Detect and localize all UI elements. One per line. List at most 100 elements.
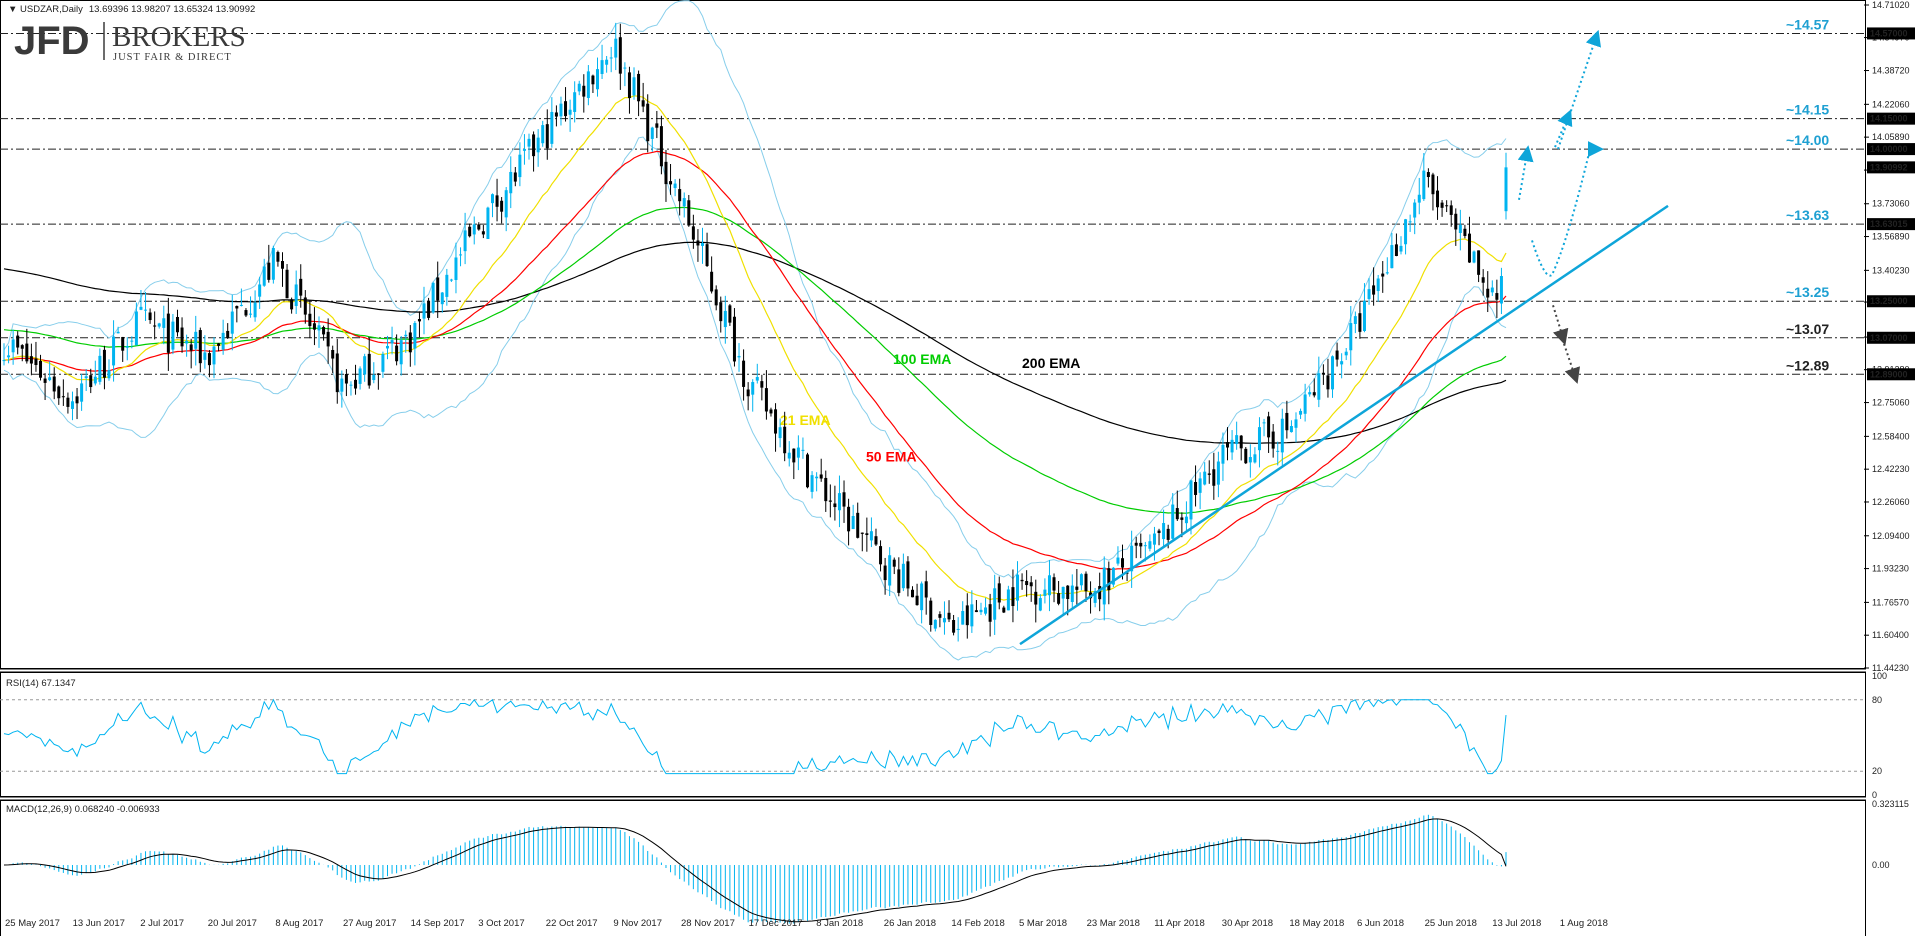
candle-body xyxy=(1152,533,1156,545)
arrow-dip-rally xyxy=(1531,141,1604,277)
candle-body xyxy=(792,448,796,463)
candle-body xyxy=(1235,435,1239,445)
chart-header: ▼ USDZAR,Daily 13.69396 13.98207 13.65324… xyxy=(8,4,255,15)
price-tick-label: 14.05890 xyxy=(1872,132,1910,142)
candle-body xyxy=(112,336,116,366)
candle-body xyxy=(235,305,239,309)
candle-body xyxy=(486,207,490,239)
candle-body xyxy=(778,427,782,439)
logo-brand: JFD xyxy=(14,19,90,63)
candle-body xyxy=(1408,221,1412,223)
candle-body xyxy=(650,127,654,139)
date-axis: 25 May 2017 13 Jun 2017 2 Jul 2017 20 Jul 2… xyxy=(5,918,1608,929)
candle-body xyxy=(1481,277,1485,283)
candle-body xyxy=(732,316,736,362)
candle-body xyxy=(1016,574,1020,601)
candle-body xyxy=(559,103,563,117)
candle-body xyxy=(591,75,595,85)
candle-body xyxy=(258,284,262,297)
header-triangle-icon: ▼ xyxy=(8,4,20,15)
price-tick-label: 12.42230 xyxy=(1872,464,1910,474)
level-axis-label-6-text: 12.89000 xyxy=(1870,369,1908,379)
candle-body xyxy=(541,125,545,144)
candle-body xyxy=(1280,418,1284,453)
date-tick-label: 23 Mar 2018 xyxy=(1087,918,1140,929)
candle-body xyxy=(312,323,316,330)
candle-body xyxy=(984,607,988,614)
candle-body xyxy=(290,299,294,310)
candle-body xyxy=(1230,439,1234,453)
candle-body xyxy=(979,609,983,613)
candle-body xyxy=(993,588,997,620)
candle-body xyxy=(618,37,622,74)
candle-body xyxy=(888,555,892,586)
candle-body xyxy=(171,321,175,350)
ema-label-0: 200 EMA xyxy=(1022,355,1080,371)
candle-body xyxy=(1458,224,1462,233)
candle-body xyxy=(490,194,494,204)
candle-body xyxy=(1299,410,1303,415)
candle-body xyxy=(837,493,841,511)
candle-body xyxy=(454,257,458,280)
candle-body xyxy=(1285,412,1289,431)
candle-body xyxy=(335,353,339,393)
candle-body xyxy=(331,349,335,359)
candle-body xyxy=(84,376,88,379)
candle-body xyxy=(1034,591,1038,605)
candle-body xyxy=(148,312,152,321)
candle-body xyxy=(413,322,417,349)
candle-body xyxy=(93,376,97,384)
candle-body xyxy=(705,244,709,267)
candle-body xyxy=(495,195,499,207)
ema-label-3: 21 EMA xyxy=(780,412,831,428)
candle-body xyxy=(1436,190,1440,208)
candle-body xyxy=(61,396,65,398)
price-tick-label: 11.76570 xyxy=(1872,597,1909,607)
candle-body xyxy=(244,310,248,316)
candle-body xyxy=(2,360,6,362)
candle-body xyxy=(1490,287,1494,293)
candle-body xyxy=(417,319,421,322)
logo-name: BROKERS xyxy=(112,21,246,53)
macd-tick-label: 0.323115 xyxy=(1872,799,1909,809)
candle-body xyxy=(1011,587,1015,607)
candle-body xyxy=(102,349,106,378)
candle-body xyxy=(815,476,819,479)
candle-body xyxy=(390,340,394,344)
candle-body xyxy=(1248,457,1252,463)
ema-lines: 200 EMA 100 EMA 50 EMA 21 EMA xyxy=(3,95,1507,601)
candle-body xyxy=(605,59,609,65)
candle-body xyxy=(586,71,590,98)
price-tick-label: 11.60400 xyxy=(1872,630,1909,640)
candle-body xyxy=(1317,373,1321,400)
ema50-line xyxy=(3,150,1507,570)
candle-body xyxy=(687,200,691,226)
level-axis-label-5-text: 13.07000 xyxy=(1870,333,1908,343)
candle-body xyxy=(595,69,599,90)
ema100-line xyxy=(3,206,1507,514)
price-tick-label: 14.22060 xyxy=(1872,99,1910,109)
date-tick-label: 2 Jul 2017 xyxy=(140,918,184,929)
candle-body xyxy=(1025,581,1029,586)
candle-body xyxy=(185,340,189,344)
level-axis-label-6-box xyxy=(1867,368,1915,381)
level-axis-label-5-box xyxy=(1867,331,1915,344)
candle-body xyxy=(554,112,558,117)
candle-body xyxy=(659,126,663,167)
candle-body xyxy=(1221,444,1225,464)
candle-body xyxy=(239,304,243,306)
candle-body xyxy=(974,610,978,613)
candle-body xyxy=(623,67,627,69)
candle-body xyxy=(431,282,435,313)
candle-body xyxy=(1061,586,1065,599)
price-tick-label: 14.38720 xyxy=(1872,66,1910,76)
candle-body xyxy=(1504,167,1508,212)
candle-body xyxy=(1404,219,1408,245)
candle-body xyxy=(1116,557,1120,564)
candle-body xyxy=(1294,419,1298,428)
arrow-to-1457 xyxy=(1557,29,1601,150)
candle-body xyxy=(755,376,759,381)
date-tick-label: 1 Aug 2018 xyxy=(1560,918,1608,929)
level-axis-label-4-box xyxy=(1867,295,1915,308)
candle-body xyxy=(911,589,915,598)
